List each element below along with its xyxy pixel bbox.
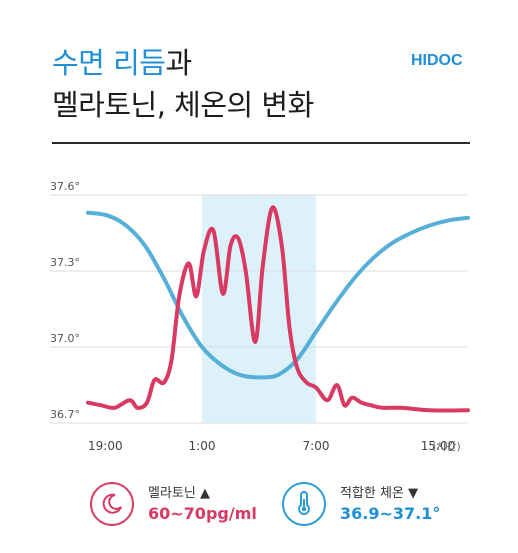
legend-temperature-label: 적합한 체온 ▼ bbox=[340, 486, 419, 501]
melatonin-series-line bbox=[86, 205, 470, 413]
y-tick-label: 37.0° bbox=[50, 332, 80, 345]
legend-melatonin-value: 60~70pg/ml bbox=[148, 504, 257, 523]
y-tick-label: 37.3° bbox=[50, 256, 80, 269]
moon-icon-badge bbox=[90, 482, 134, 526]
x-tick-label: 19:00 bbox=[88, 439, 123, 453]
y-tick-label: 36.7° bbox=[50, 408, 80, 421]
x-tick-label: 7:00 bbox=[303, 439, 330, 453]
thermometer-icon bbox=[298, 491, 310, 515]
legend-melatonin: 멜라토닌 ▲ 60~70pg/ml bbox=[90, 482, 257, 526]
x-axis-unit: (시간) bbox=[432, 440, 461, 453]
y-tick-label: 37.6° bbox=[50, 180, 80, 193]
title-rest: 과 bbox=[165, 46, 192, 80]
hidoc-logo: HIDOC bbox=[411, 52, 463, 69]
x-tick-labels: 19:00 1:00 7:00 15:00 bbox=[88, 439, 455, 453]
moon-icon bbox=[102, 493, 122, 514]
title-highlight: 수면 리듬 bbox=[52, 46, 166, 80]
legend-melatonin-label: 멜라토닌 ▲ bbox=[148, 486, 210, 501]
sleep-rhythm-chart: 37.6°37.3°37.0°36.7° 19:00 1:00 7:00 15:00 … bbox=[50, 180, 470, 453]
x-tick-label: 1:00 bbox=[189, 439, 216, 453]
title-line2: 멜라토닌, 체온의 변화 bbox=[52, 88, 314, 122]
legend-temperature: 적합한 체온 ▼ 36.9~37.1° bbox=[282, 482, 440, 526]
title-divider bbox=[52, 142, 470, 144]
page-title: 수면 리듬과 멜라토닌, 체온의 변화 bbox=[52, 42, 314, 126]
x-tick-label: 15:00 bbox=[421, 439, 456, 453]
y-tick-labels: 37.6° 37.3° 37.0° 36.7° bbox=[50, 180, 80, 421]
thermometer-icon-badge bbox=[282, 482, 326, 526]
grid-lines bbox=[50, 194, 468, 424]
legend-temperature-value: 36.9~37.1° bbox=[340, 504, 441, 523]
temperature-series-line bbox=[86, 210, 470, 380]
